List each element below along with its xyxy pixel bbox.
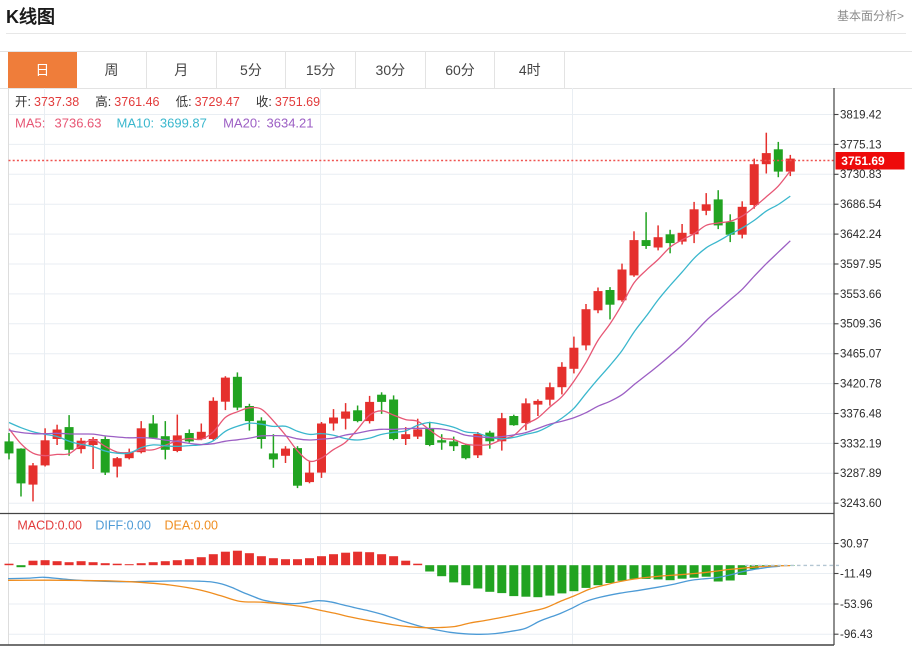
svg-text:3775.13: 3775.13 xyxy=(840,139,882,151)
svg-text:30.97: 30.97 xyxy=(840,538,869,550)
svg-text:3819.42: 3819.42 xyxy=(840,109,882,121)
svg-text:3465.07: 3465.07 xyxy=(840,349,882,361)
svg-text:3509.36: 3509.36 xyxy=(840,319,882,331)
svg-text:3642.24: 3642.24 xyxy=(840,229,882,241)
svg-text:3243.60: 3243.60 xyxy=(840,498,882,510)
svg-text:3597.95: 3597.95 xyxy=(840,259,882,271)
svg-text:3332.19: 3332.19 xyxy=(840,438,882,450)
svg-text:开:3737.38高:3761.46低:3729.47收:3: 开: 3737.38 高: 3761.46 低: 3729.47 收: 3751.69 xyxy=(15,94,320,109)
svg-text:-53.96: -53.96 xyxy=(840,599,873,611)
svg-text:-11.49: -11.49 xyxy=(840,568,872,580)
svg-text:3751.69: 3751.69 xyxy=(841,154,885,168)
svg-text:-96.43: -96.43 xyxy=(840,629,873,641)
svg-text:3730.83: 3730.83 xyxy=(840,169,882,181)
svg-text:3420.78: 3420.78 xyxy=(840,379,882,391)
svg-text:3287.89: 3287.89 xyxy=(840,468,882,480)
svg-text:3376.48: 3376.48 xyxy=(840,408,882,420)
svg-text:3553.66: 3553.66 xyxy=(840,289,882,301)
svg-text:3686.54: 3686.54 xyxy=(840,199,882,211)
